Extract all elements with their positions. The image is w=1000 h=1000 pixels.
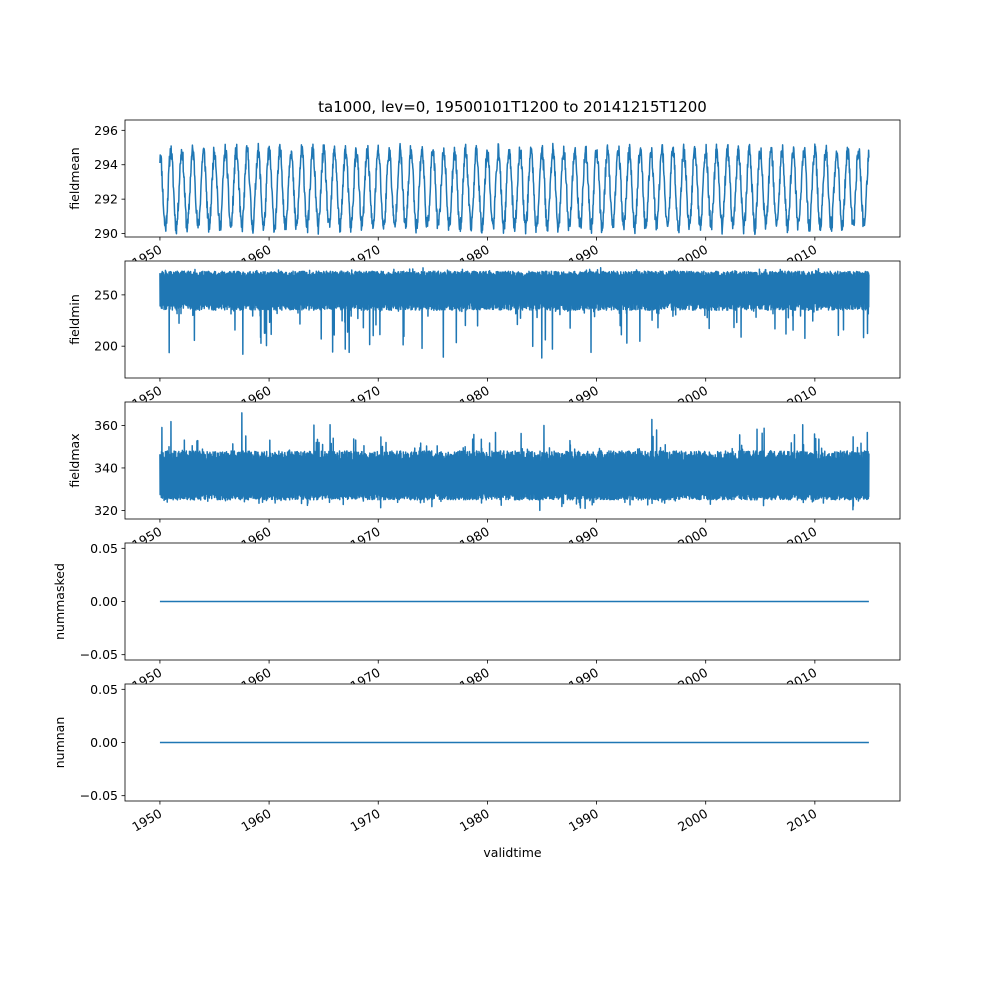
x-axis-label: validtime bbox=[483, 845, 541, 860]
nummasked-y-tick-label: 0.00 bbox=[90, 594, 118, 609]
numnan-y-tick-label: 0.00 bbox=[90, 735, 118, 750]
fieldmax-axes-frame bbox=[124, 401, 901, 520]
nummasked-y-tick-label: 0.05 bbox=[90, 541, 118, 556]
fieldmax-y-axis-label: fieldmax bbox=[67, 433, 82, 487]
fieldmax-y-tick-label: 340 bbox=[94, 460, 118, 475]
fieldmin-axes-frame bbox=[124, 260, 901, 379]
nummasked-y-axis-label: nummasked bbox=[52, 563, 67, 640]
fieldmean-y-axis-label: fieldmean bbox=[67, 147, 82, 209]
fieldmean-y-tick-label: 294 bbox=[94, 157, 118, 172]
chart-title: ta1000, lev=0, 19500101T1200 to 20141215… bbox=[318, 98, 707, 116]
fieldmean-y-tick-label: 296 bbox=[94, 123, 118, 138]
fieldmax-y-tick-label: 360 bbox=[94, 418, 118, 433]
fieldmin-y-tick-label: 250 bbox=[94, 287, 118, 302]
fieldmean-y-tick-label: 292 bbox=[94, 192, 118, 207]
fieldmean-series-line bbox=[159, 142, 870, 236]
fieldmin-y-tick-label: 200 bbox=[94, 339, 118, 354]
fieldmax-series-line bbox=[159, 412, 870, 512]
nummasked-y-tick-label: −0.05 bbox=[80, 647, 118, 662]
fieldmin-y-axis-label: fieldmin bbox=[67, 294, 82, 345]
numnan-y-tick-label: 0.05 bbox=[90, 682, 118, 697]
numnan-y-tick-label: −0.05 bbox=[80, 788, 118, 803]
fieldmin-series-line bbox=[159, 266, 870, 359]
fieldmean-y-tick-label: 290 bbox=[94, 226, 118, 241]
numnan-y-axis-label: numnan bbox=[52, 717, 67, 769]
fieldmean-axes-frame bbox=[124, 119, 901, 238]
fieldmax-y-tick-label: 320 bbox=[94, 503, 118, 518]
